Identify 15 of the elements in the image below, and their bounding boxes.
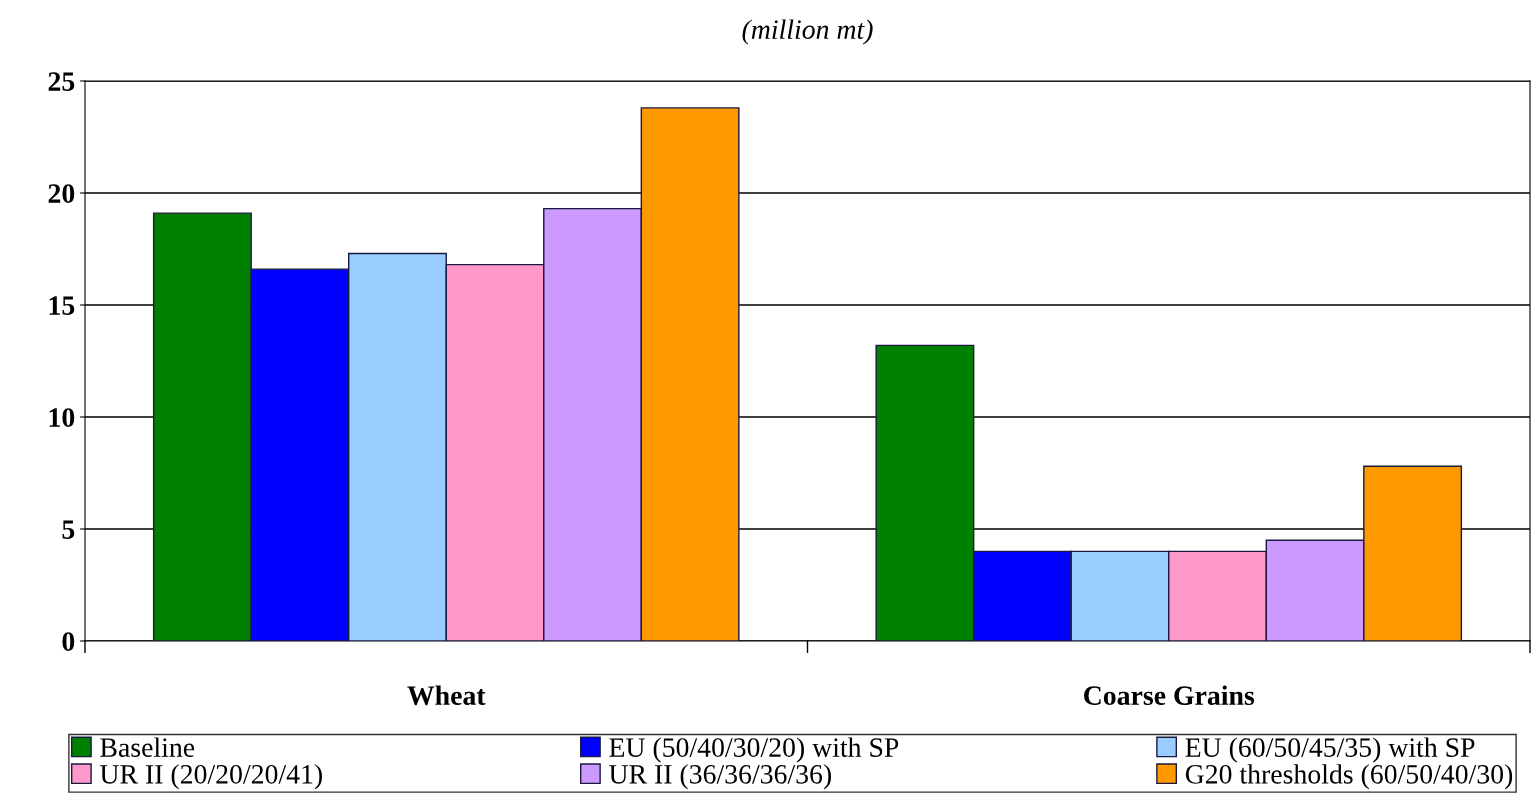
y-tick-label: 5 xyxy=(62,520,75,539)
x-tick-label: Coarse Grains xyxy=(1084,685,1255,705)
chart-title: (million mt) xyxy=(742,19,873,45)
legend-label: EU (60/50/45/35) with SP xyxy=(1185,737,1475,763)
legend-label: UR II (20/20/20/41) xyxy=(100,764,322,790)
y-tick-label: 25 xyxy=(48,72,75,91)
y-tick-label: 15 xyxy=(49,296,75,315)
legend-label: Baseline xyxy=(100,737,195,757)
y-tick-label: 0 xyxy=(62,632,75,651)
y-tick-label: 20 xyxy=(48,184,75,203)
legend-label: G20 thresholds (60/50/40/30) xyxy=(1185,764,1513,790)
x-tick-label: Wheat xyxy=(407,685,486,706)
legend-label: EU (50/40/30/20) with SP xyxy=(609,737,899,763)
legend-label: UR II (36/36/36/36) xyxy=(609,764,831,790)
y-tick-label: 10 xyxy=(49,408,75,427)
